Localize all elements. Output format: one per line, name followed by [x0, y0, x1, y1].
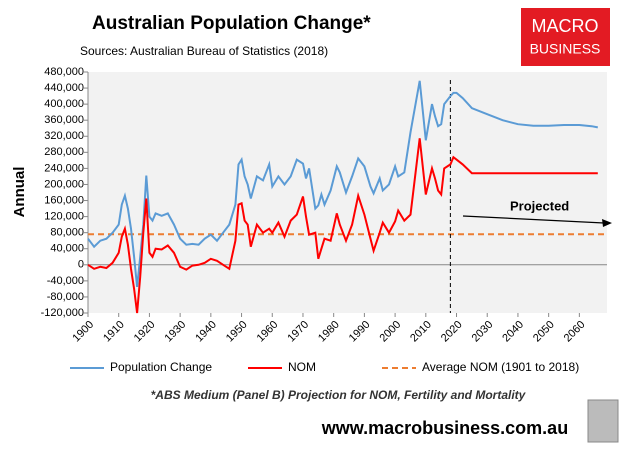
y-tick-label: 360,000 — [44, 114, 84, 126]
x-tick-label: 2050 — [531, 319, 557, 345]
y-tick-label: 40,000 — [50, 243, 84, 255]
x-tick-label: 1970 — [285, 319, 311, 345]
arrow — [462, 215, 605, 224]
x-tick-label: 1930 — [163, 319, 189, 345]
x-tick-label: 2040 — [500, 319, 526, 345]
y-tick-label: 120,000 — [44, 211, 84, 223]
chart-title: Australian Population Change* — [92, 13, 371, 34]
x-tick-label: 2020 — [439, 319, 465, 345]
x-tick-label: 1980 — [316, 319, 342, 345]
x-tick-label: 1990 — [347, 319, 373, 345]
arrow-head — [602, 219, 612, 227]
x-tick-label: 2030 — [470, 319, 496, 345]
y-tick-label: 440,000 — [44, 82, 84, 94]
x-tick-label: 1910 — [101, 319, 127, 345]
logo-text: BUSINESS — [530, 41, 601, 57]
footnote: *ABS Medium (Panel B) Projection for NOM… — [151, 388, 527, 402]
chart-subtitle: Sources: Australian Bureau of Statistics… — [80, 44, 328, 58]
y-tick-label: 320,000 — [44, 130, 84, 142]
y-tick-label: 400,000 — [44, 98, 84, 110]
annotation: Projected — [510, 198, 569, 213]
x-tick-label: 1960 — [255, 319, 281, 345]
x-tick-label: 1920 — [132, 319, 158, 345]
logo-text: MACRO — [532, 16, 599, 36]
x-tick-label: 2000 — [377, 319, 403, 345]
x-tick-label: 2010 — [408, 319, 434, 345]
y-axis-label: Annual — [11, 167, 28, 218]
y-tick-label: -80,000 — [47, 291, 84, 303]
y-tick-label: -40,000 — [47, 275, 84, 287]
logo-box — [521, 8, 610, 66]
y-tick-label: 200,000 — [44, 178, 84, 190]
series-line — [87, 138, 598, 314]
legend-label: Population Change — [110, 360, 212, 374]
y-tick-label: 0 — [78, 259, 84, 271]
website: www.macrobusiness.com.au — [321, 418, 568, 438]
y-tick-label: -120,000 — [41, 307, 84, 319]
plot-area — [88, 72, 607, 313]
y-tick-label: 160,000 — [44, 194, 84, 206]
y-tick-label: 80,000 — [50, 227, 84, 239]
series-line — [87, 80, 598, 288]
x-tick-label: 1900 — [70, 319, 96, 345]
y-tick-label: 280,000 — [44, 146, 84, 158]
y-tick-label: 240,000 — [44, 162, 84, 174]
legend-label: Average NOM (1901 to 2018) — [422, 360, 579, 374]
y-tick-label: 480,000 — [44, 66, 84, 78]
x-tick-label: 1940 — [193, 319, 219, 345]
logo-image — [587, 399, 619, 443]
x-tick-label: 1950 — [224, 319, 250, 345]
x-tick-label: 2060 — [562, 319, 588, 345]
legend-label: NOM — [288, 360, 316, 374]
